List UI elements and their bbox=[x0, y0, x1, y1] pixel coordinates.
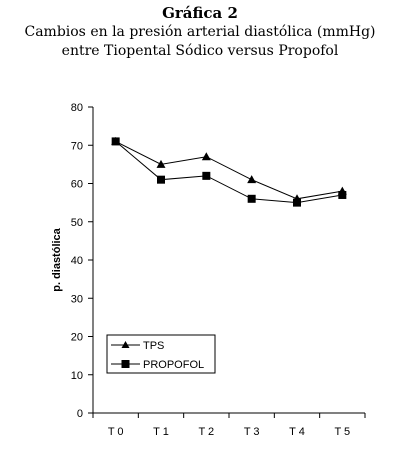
figure-number-label: Gráfica 2 bbox=[162, 4, 238, 22]
x-tick-label: T 1 bbox=[153, 426, 169, 438]
series-line-tps bbox=[115, 140, 343, 200]
chart-legend: TPS PROPOFOL bbox=[106, 334, 216, 374]
chart-title-line-1: Cambios en la presión arterial diastólic… bbox=[24, 24, 376, 40]
legend-label-propofol: PROPOFOL bbox=[143, 359, 204, 371]
y-tick-label: 80 bbox=[71, 102, 83, 114]
data-point-tps bbox=[201, 152, 211, 161]
x-tick-label: T 5 bbox=[334, 426, 350, 438]
series-line-propofol bbox=[115, 141, 343, 204]
y-tick-label: 50 bbox=[71, 217, 83, 229]
legend-triangle-marker bbox=[121, 341, 130, 348]
x-tick-label: T 0 bbox=[108, 426, 124, 438]
data-point-tps bbox=[156, 159, 166, 168]
y-tick-label: 60 bbox=[71, 179, 83, 191]
chart-title-line-2: entre Tiopental Sódico versus Propofol bbox=[61, 43, 339, 59]
y-tick-label: 20 bbox=[71, 332, 83, 344]
y-axis-label: p. diastólica bbox=[51, 227, 63, 291]
series-tps bbox=[111, 136, 347, 203]
x-tick-label: T 4 bbox=[289, 426, 305, 438]
legend-square-marker bbox=[121, 360, 130, 368]
data-point-propofol bbox=[202, 171, 211, 180]
x-tick-label: T 2 bbox=[198, 426, 214, 438]
series-propofol bbox=[111, 137, 347, 207]
series-layer bbox=[111, 136, 347, 207]
chart-axes: 0 10 20 30 40 50 60 70 80 T 0 T 1 T 2 T 3 T 4 T 5 bbox=[71, 102, 366, 438]
data-point-propofol bbox=[111, 137, 120, 146]
data-point-tps bbox=[247, 175, 257, 184]
data-point-propofol bbox=[157, 175, 165, 184]
y-tick-label: 0 bbox=[77, 408, 83, 420]
data-point-propofol bbox=[338, 190, 347, 199]
y-tick-label: 70 bbox=[71, 140, 83, 152]
data-point-propofol bbox=[247, 194, 256, 203]
legend-label-tps: TPS bbox=[143, 340, 164, 352]
y-tick-label: 10 bbox=[71, 370, 83, 382]
x-tick-label: T 3 bbox=[244, 426, 260, 438]
data-point-propofol bbox=[293, 198, 301, 207]
y-tick-label: 30 bbox=[71, 293, 83, 305]
y-tick-label: 40 bbox=[71, 255, 83, 267]
